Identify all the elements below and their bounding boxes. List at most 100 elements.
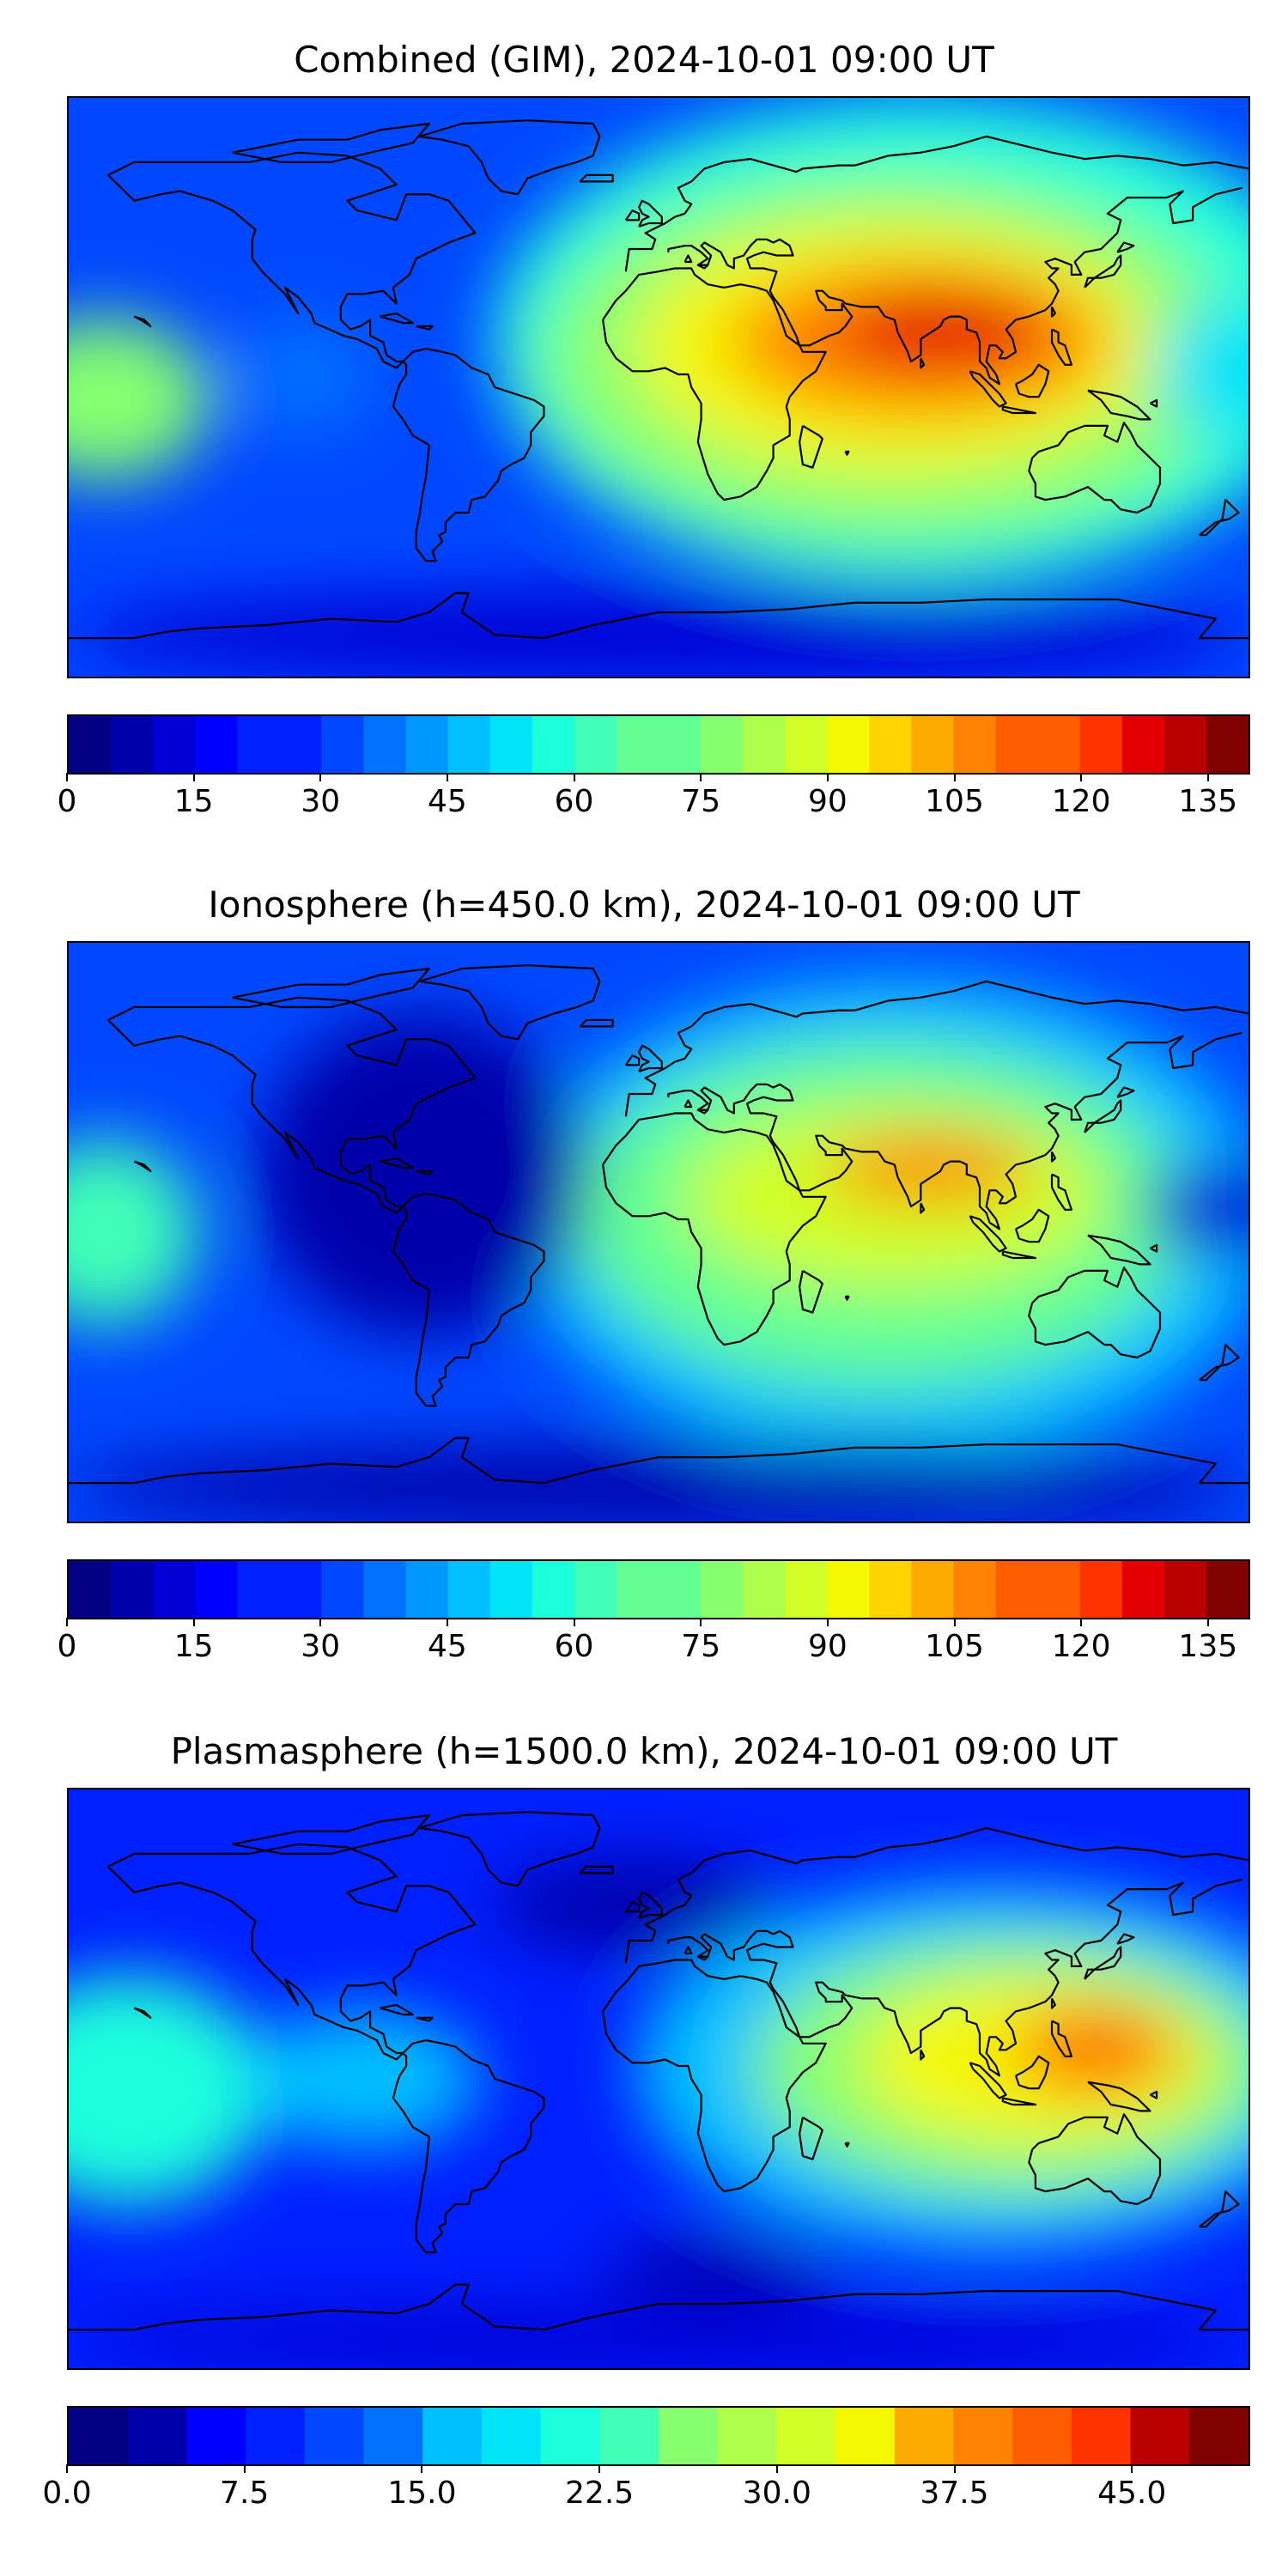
colorbar-tick-mark bbox=[1206, 1618, 1209, 1626]
coastline bbox=[969, 1215, 1007, 1253]
coastline bbox=[844, 2142, 850, 2148]
colorbar-tick-label: 15.0 bbox=[387, 2476, 457, 2511]
coastline bbox=[697, 1955, 709, 1961]
coastline bbox=[624, 210, 641, 222]
colorbar-segment bbox=[1037, 716, 1081, 773]
coastline bbox=[380, 1157, 414, 1170]
colorbar-segment bbox=[743, 1561, 786, 1618]
coastline bbox=[1014, 363, 1050, 398]
colorbar-segment bbox=[489, 716, 533, 773]
colorbar-segment bbox=[532, 716, 575, 773]
colorbar-segment bbox=[659, 1561, 702, 1618]
colorbar-segment bbox=[195, 1561, 238, 1618]
coastline bbox=[1150, 1243, 1158, 1253]
colorbar-segment bbox=[835, 2408, 896, 2464]
colorbar-tick-mark bbox=[243, 2464, 246, 2473]
colorbar-segment bbox=[1163, 1561, 1207, 1618]
coastline bbox=[579, 173, 614, 183]
colorbar-segment bbox=[911, 1561, 955, 1618]
coastline bbox=[637, 1044, 663, 1072]
colorbar-tick-mark bbox=[700, 1618, 702, 1626]
colorbar-segment bbox=[304, 2408, 365, 2464]
tec-contour-region bbox=[69, 318, 210, 480]
colorbar-tick-mark bbox=[826, 773, 829, 781]
colorbar-segment bbox=[659, 2408, 719, 2464]
colorbar-tick-mark bbox=[775, 2464, 778, 2473]
colorbar-tick-label: 0 bbox=[57, 784, 77, 819]
colorbar-segment bbox=[540, 2408, 600, 2464]
colorbar-segment bbox=[111, 716, 154, 773]
coastline bbox=[1199, 2190, 1240, 2228]
coastline bbox=[232, 967, 430, 1009]
colorbar-segment bbox=[1130, 2408, 1190, 2464]
colorbar-segment bbox=[616, 716, 659, 773]
colorbar-tick-label: 120 bbox=[1051, 1629, 1111, 1664]
coastline bbox=[844, 1295, 850, 1301]
colorbar-segment bbox=[186, 2408, 246, 2464]
tec-contour-region bbox=[1142, 1163, 1249, 1255]
colorbar-segment bbox=[363, 2408, 423, 2464]
coastline bbox=[624, 135, 1249, 272]
colorbar-tick-mark bbox=[1080, 773, 1083, 781]
coastline bbox=[697, 1109, 709, 1115]
colorbar-segment bbox=[827, 1561, 870, 1618]
coastline bbox=[416, 325, 434, 331]
coastline bbox=[1116, 1086, 1135, 1098]
colorbar-segment bbox=[1079, 1561, 1123, 1618]
colorbar-segment bbox=[69, 716, 112, 773]
coastline bbox=[683, 1099, 693, 1109]
coastline bbox=[624, 980, 1249, 1117]
colorbar-combined bbox=[67, 714, 1250, 775]
colorbar-segment bbox=[237, 1561, 280, 1618]
colorbar-tick-label: 120 bbox=[1051, 784, 1111, 819]
coastline bbox=[1028, 422, 1162, 514]
colorbar-segment bbox=[953, 1561, 997, 1618]
colorbar-gradient bbox=[69, 1561, 1249, 1618]
panel-title-plasmasphere: Plasmasphere (h=1500.0 km), 2024-10-01 0… bbox=[170, 1730, 1118, 1772]
colorbar-tick-mark bbox=[421, 2464, 423, 2473]
coastline bbox=[419, 964, 601, 1041]
colorbar-segment bbox=[1071, 2408, 1132, 2464]
colorbar-segment bbox=[321, 1561, 365, 1618]
colorbar-segment bbox=[616, 1561, 659, 1618]
colorbar-tick-label: 75 bbox=[681, 1629, 721, 1664]
coastline bbox=[1050, 328, 1073, 366]
coastline bbox=[637, 1891, 663, 1919]
coastline bbox=[232, 1814, 430, 1856]
colorbar-gradient bbox=[69, 2408, 1249, 2464]
coastline bbox=[697, 264, 709, 270]
colorbar-segment bbox=[447, 1561, 491, 1618]
coastline bbox=[392, 2039, 545, 2254]
colorbar-tick-label: 105 bbox=[925, 784, 984, 819]
tec-contour-region bbox=[823, 1133, 1036, 1204]
colorbar-tick-mark bbox=[573, 773, 575, 781]
colorbar-segment bbox=[1206, 1561, 1249, 1618]
coastline bbox=[419, 119, 601, 196]
colorbar-segment bbox=[1163, 716, 1207, 773]
colorbar-tick-mark bbox=[66, 2464, 68, 2473]
coastline bbox=[1084, 254, 1122, 289]
tec-contour-region bbox=[599, 2240, 836, 2300]
colorbar-ticks-plasmasphere: 0.0 7.5 15.0 22.5 30.0 37.5 45.0 bbox=[42, 2464, 1250, 2516]
coastline bbox=[667, 1031, 1242, 1230]
colorbar-segment bbox=[1121, 1561, 1165, 1618]
tec-contour-region bbox=[493, 1858, 777, 1952]
colorbar-segment bbox=[1037, 1561, 1081, 1618]
coastline bbox=[392, 1193, 545, 1407]
coastline bbox=[419, 1811, 601, 1887]
colorbar-segment bbox=[153, 1561, 196, 1618]
colorbar-segment bbox=[743, 716, 786, 773]
colorbar-segment bbox=[532, 1561, 575, 1618]
coastline bbox=[920, 357, 926, 369]
coastline bbox=[1116, 1933, 1135, 1945]
coastline bbox=[1014, 2055, 1050, 2090]
colorbar-tick-mark bbox=[953, 2464, 956, 2473]
colorbar-segment bbox=[953, 716, 997, 773]
coastline bbox=[624, 1901, 641, 1913]
coastline bbox=[133, 315, 152, 327]
coastline bbox=[667, 1878, 1242, 2077]
coastline bbox=[1014, 1208, 1050, 1243]
colorbar-tick-label: 7.5 bbox=[220, 2476, 270, 2511]
colorbar-gradient bbox=[69, 716, 1249, 773]
colorbar-segment bbox=[405, 716, 449, 773]
